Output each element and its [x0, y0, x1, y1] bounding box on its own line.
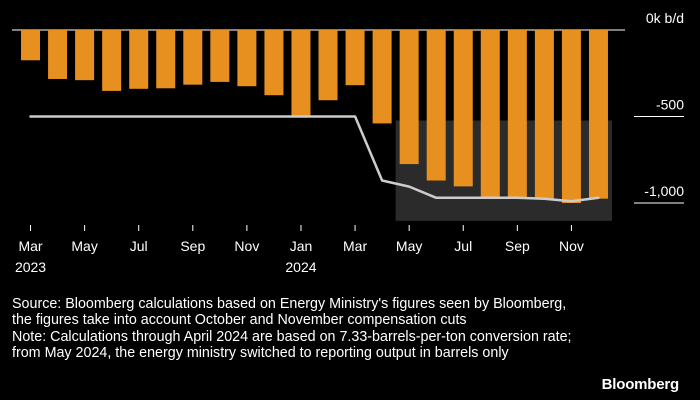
- x-tick-year: 2024: [285, 259, 316, 275]
- bar-layer: [21, 30, 608, 203]
- x-tick-label: Mar: [18, 238, 42, 254]
- bar: [210, 30, 230, 82]
- bar: [318, 30, 338, 101]
- bar: [156, 30, 176, 89]
- x-tick-label: Jul: [130, 238, 148, 254]
- x-tick-label: Jan: [290, 238, 313, 254]
- y-tick-label: -500: [656, 97, 684, 113]
- line-layer: [29, 115, 600, 203]
- x-tick-year: 2023: [15, 259, 46, 275]
- bar: [345, 30, 365, 86]
- x-tick-label: Nov: [559, 238, 584, 254]
- y-axis-labels: 0k b/d -500 -1,000: [644, 10, 684, 199]
- bar: [291, 30, 311, 118]
- bar: [588, 30, 608, 199]
- x-tick-label: Sep: [180, 238, 205, 254]
- bar: [264, 30, 284, 96]
- chart: 0k b/d -500 -1,000 Mar 2023 May Jul Sep Nov Jan 2…: [12, 10, 684, 275]
- x-tick-label: Mar: [343, 238, 367, 254]
- note-text: Note: Calculations through April 2024 ar…: [12, 328, 572, 361]
- source-text: Source: Bloomberg calculations based on …: [12, 296, 567, 329]
- bar: [372, 30, 392, 124]
- x-tick-label: May: [396, 238, 422, 254]
- bar: [507, 30, 527, 198]
- x-axis: Mar 2023 May Jul Sep Nov Jan 2024 Mar May Jul Sep No…: [15, 225, 584, 275]
- bar: [21, 30, 41, 61]
- x-tick-label: May: [71, 238, 97, 254]
- x-tick-label: Jul: [454, 238, 472, 254]
- bar: [48, 30, 68, 79]
- bar: [399, 30, 419, 165]
- footnotes: Source: Bloomberg calculations based on …: [12, 296, 572, 361]
- bar: [561, 30, 581, 203]
- x-tick-label: Sep: [505, 238, 530, 254]
- bar: [102, 30, 122, 91]
- bar: [534, 30, 554, 200]
- bar: [453, 30, 473, 187]
- bar: [480, 30, 500, 198]
- bloomberg-logo: Bloomberg: [601, 376, 680, 393]
- bar: [237, 30, 257, 87]
- bar: [426, 30, 446, 181]
- y-tick-label: 0k b/d: [646, 10, 684, 26]
- bar: [129, 30, 149, 89]
- x-tick-label: Nov: [234, 238, 259, 254]
- bar: [183, 30, 203, 85]
- bar: [75, 30, 95, 81]
- pledged-cut-line: [29, 115, 600, 203]
- y-tick-label: -1,000: [644, 183, 684, 199]
